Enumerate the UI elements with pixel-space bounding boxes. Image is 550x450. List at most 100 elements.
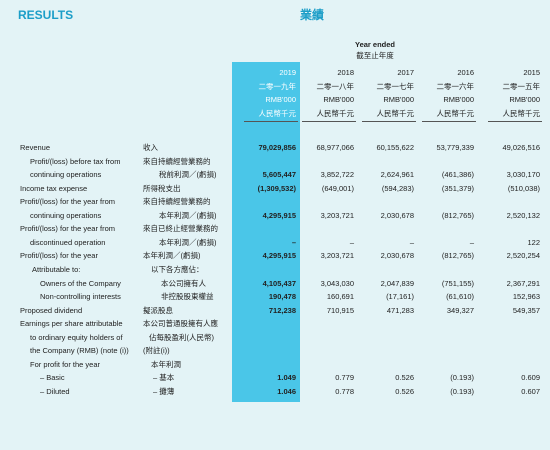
column-year: 2015 — [523, 68, 540, 77]
row-label-zh: 佔每股盈利(人民幣) — [149, 332, 214, 342]
column-year-zh: 二零一七年 — [376, 81, 415, 91]
cell-value: 53,779,339 — [436, 143, 474, 152]
row-label-zh: 來自持續經營業務的 — [143, 156, 211, 166]
row-label-zh: 本年利潤／(虧損) — [159, 210, 217, 220]
cell-value: – — [291, 237, 296, 247]
column-year-zh: 二零一五年 — [502, 81, 541, 91]
row-label-zh: 來自持續經營業務的 — [143, 197, 211, 207]
cell-value: (812,765) — [441, 210, 474, 220]
cell-value: 1.046 — [277, 386, 296, 396]
cell-value: 122 — [527, 237, 540, 247]
row-label-en: to ordinary equity holders of — [30, 332, 123, 342]
column-unit-zh: 人民幣千元 — [376, 108, 415, 118]
cell-value: (0.193) — [450, 373, 474, 383]
cell-value: 5,605,447 — [262, 170, 296, 180]
row-label-en: For profit for the year — [30, 359, 101, 369]
row-label-zh: 收入 — [143, 143, 158, 152]
title-zh: 業績 — [300, 8, 325, 22]
row-label-en: Earnings per share attributable — [20, 319, 123, 329]
cell-value: 4,295,915 — [262, 210, 296, 220]
row-label-zh: 本年利潤／(虧損) — [159, 237, 217, 247]
cell-value: 0.526 — [395, 373, 414, 383]
row-label-zh: 所得稅支出 — [143, 183, 181, 193]
cell-value: (812,765) — [441, 251, 474, 261]
row-label-zh: – 基本 — [153, 373, 175, 383]
cell-value: 0.778 — [335, 386, 354, 396]
column-unit-en: RMB'000 — [509, 95, 540, 104]
cell-value: 4,295,915 — [262, 251, 296, 261]
cell-value: 0.526 — [395, 386, 414, 396]
cell-value: 2,030,678 — [380, 251, 414, 261]
cell-value: 2,520,254 — [506, 251, 540, 261]
cell-value: (0.193) — [450, 386, 474, 396]
header-rule — [422, 121, 476, 122]
header-rule — [244, 121, 298, 122]
cell-value: 3,030,170 — [506, 170, 540, 180]
title-en: RESULTS — [18, 8, 74, 22]
row-label-zh: (附註(i)) — [143, 346, 170, 356]
cell-value: 3,852,722 — [320, 170, 354, 180]
cell-value: 712,238 — [268, 305, 296, 315]
column-unit-en: RMB'000 — [383, 95, 414, 104]
cell-value: – — [349, 237, 354, 247]
row-label-zh: 來自已終止經營業務的 — [143, 224, 218, 234]
cell-value: 190,478 — [268, 292, 296, 302]
column-year-zh: 二零一九年 — [258, 81, 297, 91]
column-unit-zh: 人民幣千元 — [316, 108, 355, 118]
cell-value: – — [409, 237, 414, 247]
cell-value: 2,520,132 — [506, 210, 540, 220]
row-label-zh: 本年利潤／(虧損) — [143, 251, 201, 261]
cell-value: (17,161) — [386, 292, 414, 302]
highlight-column — [232, 62, 300, 402]
cell-value: 2,624,961 — [380, 170, 414, 180]
column-unit-zh: 人民幣千元 — [436, 108, 475, 118]
header-rule — [302, 121, 356, 122]
cell-value: 3,203,721 — [320, 251, 354, 261]
row-label-en: continuing operations — [30, 170, 102, 180]
cell-value: 0.609 — [521, 373, 540, 383]
cell-value: 471,283 — [386, 305, 414, 315]
column-unit-en: RMB'000 — [323, 95, 354, 104]
row-label-en: Income tax expense — [20, 183, 88, 193]
period-zh: 截至止年度 — [356, 51, 394, 60]
cell-value: 0.607 — [521, 386, 540, 396]
column-unit-en: RMB'000 — [443, 95, 474, 104]
column-unit-zh: 人民幣千元 — [502, 108, 541, 118]
row-label-zh: 本公司普通股擁有人應 — [143, 319, 218, 329]
row-label-en: Profit/(loss) for the year from — [20, 224, 116, 234]
cell-value: (351,379) — [441, 183, 474, 193]
row-label-zh: 以下各方應佔： — [151, 264, 204, 274]
cell-value: 2,047,839 — [380, 278, 414, 288]
cell-value: 2,367,291 — [506, 278, 540, 288]
cell-value: 710,915 — [326, 305, 354, 315]
row-label-en: – Basic — [40, 373, 65, 383]
column-year-zh: 二零一六年 — [436, 81, 475, 91]
cell-value: – — [469, 237, 474, 247]
column-unit-en: RMB'000 — [265, 95, 296, 104]
row-label-en: – Diluted — [40, 386, 70, 396]
cell-value: (649,001) — [321, 183, 354, 193]
cell-value: (751,155) — [441, 278, 474, 288]
cell-value: 0.779 — [335, 373, 354, 383]
header-rule — [488, 121, 542, 122]
row-label-en: Non-controlling interests — [40, 292, 121, 302]
row-label-en: Profit/(loss) for the year — [20, 251, 98, 261]
cell-value: 3,203,721 — [320, 210, 354, 220]
cell-value: (594,283) — [381, 183, 414, 193]
row-label-en: discontinued operation — [30, 237, 106, 247]
cell-value: 1.049 — [277, 373, 296, 383]
cell-value: 152,963 — [512, 292, 540, 302]
cell-value: (61,610) — [446, 292, 474, 302]
column-year: 2018 — [337, 68, 354, 77]
column-unit-zh: 人民幣千元 — [258, 108, 297, 118]
row-label-zh: 本公司擁有人 — [161, 278, 206, 288]
cell-value: (461,386) — [441, 170, 474, 180]
cell-value: 2,030,678 — [380, 210, 414, 220]
cell-value: 3,043,030 — [320, 278, 354, 288]
cell-value: 68,977,066 — [316, 143, 354, 152]
cell-value: 49,026,516 — [502, 143, 540, 152]
header-rule — [362, 121, 416, 122]
period-en: Year ended — [354, 40, 396, 49]
row-label-en: Profit/(loss) for the year from — [20, 197, 116, 207]
row-label-zh: 擬派股息 — [143, 305, 173, 315]
